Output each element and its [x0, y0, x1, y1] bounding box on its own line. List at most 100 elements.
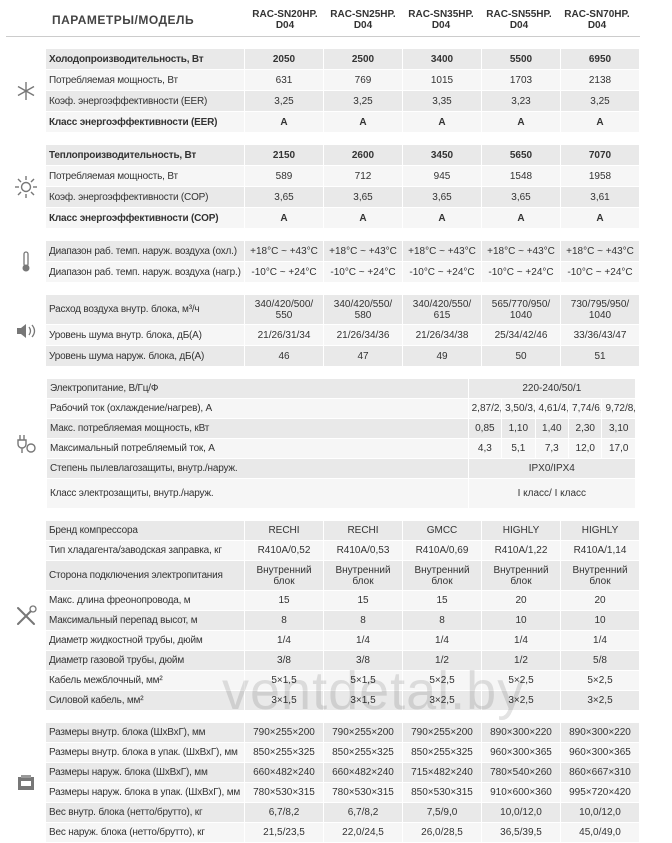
- cell-value: 565/770/950/ 1040: [481, 294, 561, 325]
- cell-value: 780×530×315: [323, 782, 403, 803]
- cell-value: 6,7/8,2: [244, 802, 324, 823]
- row-label: Вес наруж. блока (нетто/брутто), кг: [45, 822, 245, 843]
- cell-value: 3,50/3,10: [501, 398, 536, 419]
- cell-value: A: [402, 111, 482, 133]
- row-label: Силовой кабель, мм²: [45, 690, 245, 711]
- cell-value: 3,10: [601, 418, 636, 439]
- cell-value: 5/8: [560, 650, 640, 671]
- row: Теплопроизводительность, Вт 2150 2600 3450 5…: [45, 144, 640, 166]
- row: Размеры внутр. блока (ШхВхГ), мм 790×255×…: [45, 722, 640, 743]
- row-label: Класс энергоэффективности (COP): [45, 207, 245, 229]
- cell-value: 1,40: [534, 418, 570, 439]
- icon: [6, 722, 45, 843]
- cell-value: -10°C ~ +24°C: [244, 261, 324, 283]
- cell-value: 15: [244, 590, 324, 611]
- row: Холодопроизводительность, Вт 2050 2500 3400…: [45, 48, 640, 70]
- cell-value: 2500: [323, 48, 403, 70]
- row: Размеры наруж. блока (ШхВхГ), мм 660×482×…: [45, 762, 640, 783]
- row: Вес внутр. блока (нетто/брутто), кг 6,7/8…: [45, 802, 640, 823]
- cell-value: 890×300×220: [481, 722, 561, 743]
- row: Макс. длина фреонопровода, м 15 15 15 20 20: [45, 590, 640, 611]
- row: Вес наруж. блока (нетто/брутто), кг 21,5/…: [45, 822, 640, 843]
- cell-value: 4,3: [467, 438, 503, 459]
- cell-value: 15: [402, 590, 482, 611]
- cell-value: A: [323, 207, 403, 229]
- cell-value: 1015: [402, 69, 482, 91]
- cell-value: I класс/ I класс: [467, 478, 637, 509]
- watermark: ventdetal.by: [222, 661, 526, 721]
- cell-value: 21,5/23,5: [244, 822, 324, 843]
- cell-value: 3,25: [323, 90, 403, 112]
- row-label: Бренд компрессора: [45, 520, 245, 541]
- cell-value: 3,23: [481, 90, 561, 112]
- cell-value: 3×1,5: [244, 690, 324, 711]
- cell-value: 780×540×260: [481, 762, 561, 783]
- cell-value: 660×482×240: [244, 762, 324, 783]
- row-label: Сторона подключения электропитания: [45, 560, 245, 591]
- cell-value: 890×300×220: [560, 722, 640, 743]
- section: Электропитание, В/Гц/Ф 220-240/50/1 Рабочи…: [6, 378, 640, 509]
- cell-value: 3/8: [323, 650, 403, 671]
- row: Уровень шума внутр. блока, дБ(А) 21/26/31…: [45, 324, 640, 346]
- cell-value: 910×600×360: [481, 782, 561, 803]
- cell-value: R410A/1,22: [481, 540, 561, 561]
- cell-value: 5500: [481, 48, 561, 70]
- cell-value: 10: [481, 610, 561, 631]
- row-label: Максимальный перепад высот, м: [45, 610, 245, 631]
- row-label: Потребляемая мощность, Вт: [45, 69, 245, 91]
- row-label: Степень пылевлагозащиты, внутр./наруж.: [46, 458, 469, 479]
- section: Диапазон раб. темп. наруж. воздуха (охл.…: [6, 240, 640, 283]
- cell-value: 960×300×365: [560, 742, 640, 763]
- cell-value: 3×1,5: [323, 690, 403, 711]
- cell-value: 8: [244, 610, 324, 631]
- row: Потребляемая мощность, Вт 589 712 945 1548 19…: [45, 165, 640, 187]
- cell-value: 2,87/2,56: [467, 398, 503, 419]
- row-label: Рабочий ток (охлаждение/нагрев), А: [46, 398, 469, 419]
- cell-value: 5×2,5: [481, 670, 561, 691]
- cell-value: 945: [402, 165, 482, 187]
- cell-value: A: [560, 111, 640, 133]
- cell-value: +18°C ~ +43°C: [244, 240, 324, 262]
- cell-value: 46: [244, 345, 324, 367]
- cell-value: -10°C ~ +24°C: [560, 261, 640, 283]
- row: Силовой кабель, мм² 3×1,5 3×1,5 3×2,5 3×2,5 3…: [45, 690, 640, 711]
- cell-value: 1/4: [560, 630, 640, 651]
- cell-value: 12,0: [568, 438, 603, 459]
- row: Тип хладагента/заводская заправка, кг R41…: [45, 540, 640, 561]
- cell-value: 10: [560, 610, 640, 631]
- table: Размеры внутр. блока (ШхВхГ), мм 790×255×…: [45, 722, 640, 843]
- cell-value: 45,0/49,0: [560, 822, 640, 843]
- cell-value: 790×255×200: [323, 722, 403, 743]
- cell-value: 340/420/500/ 550: [244, 294, 324, 325]
- section: Холодопроизводительность, Вт 2050 2500 3400…: [6, 48, 640, 133]
- cell-value: 850×255×325: [323, 742, 403, 763]
- cell-value: Внутренний блок: [402, 560, 482, 591]
- cell-value: A: [244, 111, 324, 133]
- cell-value: 3,65: [481, 186, 561, 208]
- cell-value: 1703: [481, 69, 561, 91]
- row: Сторона подключения электропитания Внутре…: [45, 560, 640, 591]
- row: Рабочий ток (охлаждение/нагрев), А 2,87/2…: [46, 398, 636, 419]
- cell-value: +18°C ~ +43°C: [402, 240, 482, 262]
- cell-value: 49: [402, 345, 482, 367]
- cell-value: 6,7/8,2: [323, 802, 403, 823]
- speaker-icon: [16, 323, 35, 338]
- cell-value: 47: [323, 345, 403, 367]
- model-name: RAC-SN55HP. D04: [486, 9, 552, 31]
- sun-icon: [14, 175, 37, 198]
- header: ПАРАМЕТРЫ/МОДЕЛЬ RAC-SN20HP. D04 RAC-SN25…: [6, 4, 640, 37]
- cell-value: 850×255×325: [402, 742, 482, 763]
- cell-value: A: [323, 111, 403, 133]
- cell-value: +18°C ~ +43°C: [481, 240, 561, 262]
- cell-value: 2,30: [568, 418, 603, 439]
- row: Диаметр газовой трубы, дюйм 3/8 3/8 1/2 1/2 5…: [45, 650, 640, 671]
- table: Теплопроизводительность, Вт 2150 2600 3450 5…: [45, 144, 640, 229]
- row-label: Размеры наруж. блока (ШхВхГ), мм: [45, 762, 245, 783]
- cell-value: A: [402, 207, 482, 229]
- cell-value: 960×300×365: [481, 742, 561, 763]
- model-name: RAC-SN25HP. D04: [330, 9, 396, 31]
- cell-value: 3,61: [560, 186, 640, 208]
- row-label: Размеры внутр. блока в упак. (ШхВхГ), мм: [45, 742, 245, 763]
- table: Холодопроизводительность, Вт 2050 2500 3400…: [45, 48, 640, 133]
